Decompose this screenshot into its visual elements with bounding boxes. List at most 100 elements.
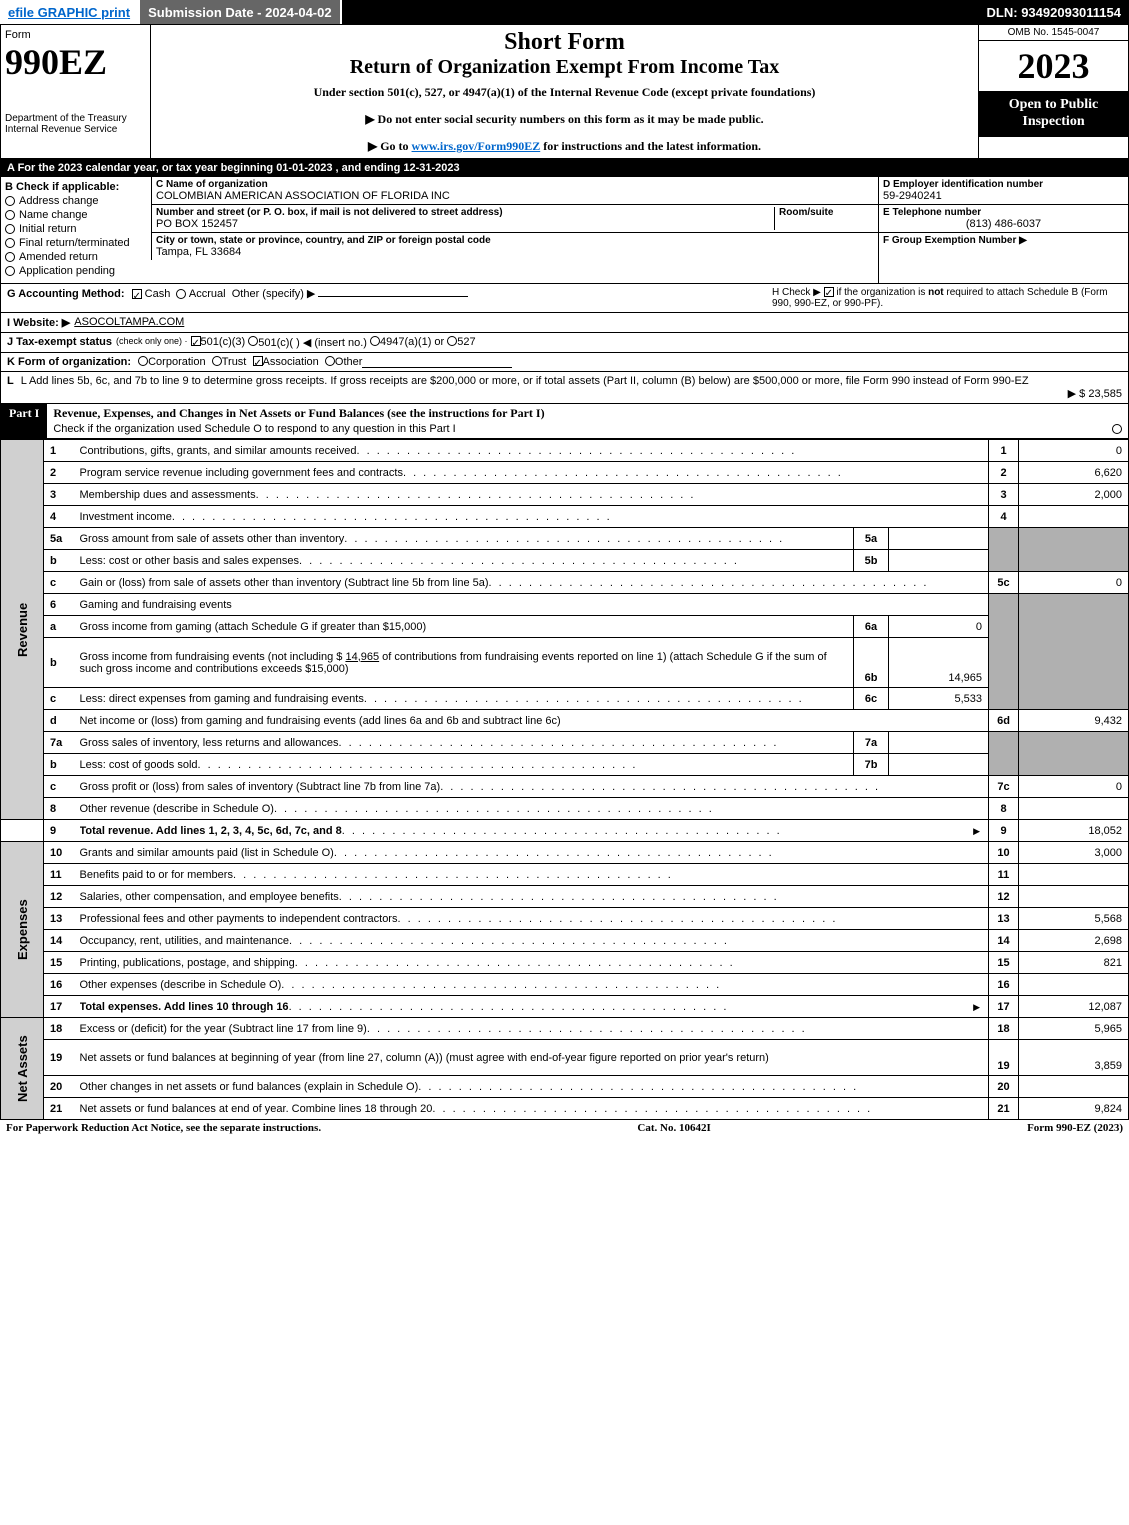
other-specify-input[interactable] xyxy=(318,296,468,297)
chk-association[interactable] xyxy=(253,356,263,366)
line-7b-sn: 7b xyxy=(854,754,889,776)
line-17-desc: Total expenses. Add lines 10 through 16 xyxy=(80,1001,289,1013)
line-6b-sn: 6b xyxy=(854,638,889,688)
line-6a-num: a xyxy=(44,616,74,638)
chk-corporation[interactable] xyxy=(138,356,148,366)
line-5c-num: c xyxy=(44,572,74,594)
chk-address-change[interactable] xyxy=(5,196,15,206)
irs-link[interactable]: www.irs.gov/Form990EZ xyxy=(412,139,541,153)
line-a: A For the 2023 calendar year, or tax yea… xyxy=(0,159,1129,177)
line-11-ln: 11 xyxy=(989,864,1019,886)
line-9-num: 9 xyxy=(44,820,74,842)
e-lbl: E Telephone number xyxy=(883,207,1124,218)
chk-amended-return-label: Amended return xyxy=(19,251,98,263)
line-6a-sv: 0 xyxy=(889,616,989,638)
line-6d-num: d xyxy=(44,710,74,732)
col-b: B Check if applicable: Address change Na… xyxy=(1,177,151,283)
j-sub: (check only one) · xyxy=(116,336,188,349)
line-3-ln: 3 xyxy=(989,484,1019,506)
sidebar-netassets: Net Assets xyxy=(1,1018,44,1120)
line-6b-num: b xyxy=(44,638,74,688)
line-16-val xyxy=(1019,974,1129,996)
line-4-val xyxy=(1019,506,1129,528)
line-16-num: 16 xyxy=(44,974,74,996)
chk-501c3[interactable] xyxy=(191,336,201,346)
chk-application-pending[interactable] xyxy=(5,266,15,276)
chk-527[interactable] xyxy=(447,336,457,346)
j-lbl: J Tax-exempt status xyxy=(7,336,112,349)
line-6c-num: c xyxy=(44,688,74,710)
org-city: Tampa, FL 33684 xyxy=(156,246,874,258)
chk-amended-return[interactable] xyxy=(5,252,15,262)
line-1-val: 0 xyxy=(1019,440,1129,462)
line-14-desc: Occupancy, rent, utilities, and maintena… xyxy=(80,935,290,947)
line-21-desc: Net assets or fund balances at end of ye… xyxy=(80,1103,433,1115)
line-14-num: 14 xyxy=(44,930,74,952)
line-5c-desc: Gain or (loss) from sale of assets other… xyxy=(80,577,489,589)
chk-initial-return[interactable] xyxy=(5,224,15,234)
line-9-val: 18,052 xyxy=(1019,820,1129,842)
b-label: B Check if applicable: xyxy=(5,181,147,193)
chk-4947[interactable] xyxy=(370,336,380,346)
line-7b-desc: Less: cost of goods sold xyxy=(80,759,198,771)
instr-2-post: for instructions and the latest informat… xyxy=(540,139,761,153)
line-5a-sv xyxy=(889,528,989,550)
line-13-val: 5,568 xyxy=(1019,908,1129,930)
chk-trust[interactable] xyxy=(212,356,222,366)
line-5a-num: 5a xyxy=(44,528,74,550)
line-1-ln: 1 xyxy=(989,440,1019,462)
l-val: ▶ $ 23,585 xyxy=(7,387,1122,400)
efile-link[interactable]: efile GRAPHIC print xyxy=(0,0,140,24)
return-title: Return of Organization Exempt From Incom… xyxy=(155,56,974,79)
line-9-ln: 9 xyxy=(989,820,1019,842)
row-l: L L Add lines 5b, 6c, and 7b to line 9 t… xyxy=(0,372,1129,404)
line-6d-ln: 6d xyxy=(989,710,1019,732)
line-7b-num: b xyxy=(44,754,74,776)
line-8-val xyxy=(1019,798,1129,820)
line-4-num: 4 xyxy=(44,506,74,528)
line-4-desc: Investment income xyxy=(80,511,172,523)
chk-final-return[interactable] xyxy=(5,238,15,248)
chk-schedule-o[interactable] xyxy=(1112,424,1122,434)
chk-501c[interactable] xyxy=(248,336,258,346)
chk-cash[interactable] xyxy=(132,289,142,299)
line-8-ln: 8 xyxy=(989,798,1019,820)
line-11-num: 11 xyxy=(44,864,74,886)
501c-label: 501(c)( ) ◀ (insert no.) xyxy=(258,336,367,349)
section-bcdef: B Check if applicable: Address change Na… xyxy=(0,177,1129,284)
instr-1: ▶ Do not enter social security numbers o… xyxy=(155,112,974,127)
line-15-desc: Printing, publications, postage, and shi… xyxy=(80,957,295,969)
line-18-ln: 18 xyxy=(989,1018,1019,1040)
chk-accrual[interactable] xyxy=(176,289,186,299)
line-19-desc: Net assets or fund balances at beginning… xyxy=(80,1052,769,1064)
501c3-label: 501(c)(3) xyxy=(201,336,246,349)
line-21-val: 9,824 xyxy=(1019,1098,1129,1120)
dln: DLN: 93492093011154 xyxy=(979,0,1129,24)
line-21-num: 21 xyxy=(44,1098,74,1120)
chk-other[interactable] xyxy=(325,356,335,366)
row-k: K Form of organization: Corporation Trus… xyxy=(0,353,1129,372)
top-bar: efile GRAPHIC print Submission Date - 20… xyxy=(0,0,1129,24)
dept-label: Department of the Treasury Internal Reve… xyxy=(5,113,146,135)
line-20-num: 20 xyxy=(44,1076,74,1098)
chk-name-change-label: Name change xyxy=(19,209,88,221)
footer-left: For Paperwork Reduction Act Notice, see … xyxy=(6,1122,321,1134)
line-6b-sv: 14,965 xyxy=(889,638,989,688)
g-lbl: G Accounting Method: xyxy=(7,288,125,300)
chk-schedule-b[interactable] xyxy=(824,287,834,297)
line-15-val: 821 xyxy=(1019,952,1129,974)
under-section: Under section 501(c), 527, or 4947(a)(1)… xyxy=(155,85,974,100)
assoc-label: Association xyxy=(263,356,319,368)
footer-right: Form 990-EZ (2023) xyxy=(1027,1122,1123,1134)
line-19-num: 19 xyxy=(44,1040,74,1076)
line-7a-desc: Gross sales of inventory, less returns a… xyxy=(80,737,339,749)
line-1-desc: Contributions, gifts, grants, and simila… xyxy=(80,445,357,457)
line-5b-num: b xyxy=(44,550,74,572)
chk-name-change[interactable] xyxy=(5,210,15,220)
other-org-input[interactable] xyxy=(362,356,512,368)
line-16-ln: 16 xyxy=(989,974,1019,996)
telephone: (813) 486-6037 xyxy=(883,218,1124,230)
line-7a-sv xyxy=(889,732,989,754)
c-room-lbl: Room/suite xyxy=(779,207,874,218)
sidebar-expenses: Expenses xyxy=(1,842,44,1018)
